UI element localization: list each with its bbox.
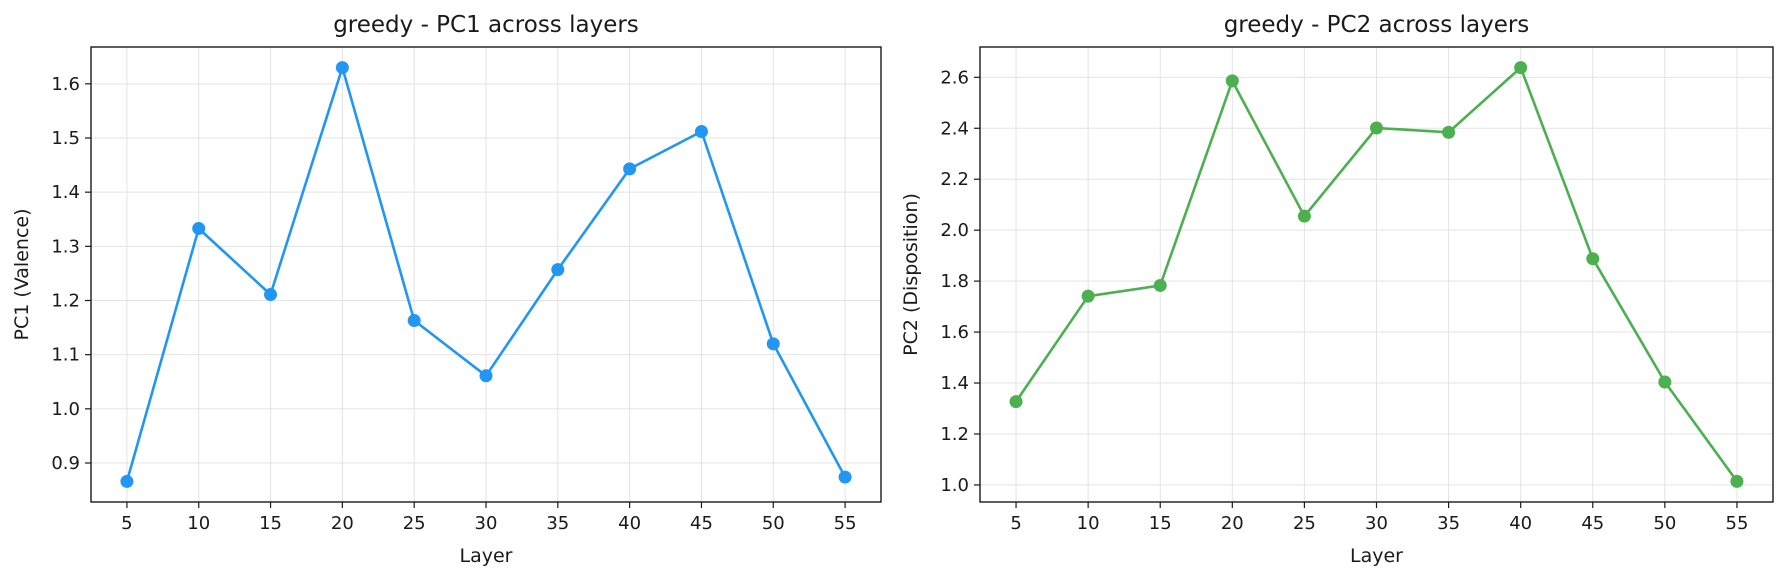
- pc2-x-tick-label: 50: [1653, 513, 1676, 534]
- pc2-y-tick-label: 1.0: [940, 475, 969, 496]
- pc1-data-point: [120, 474, 134, 488]
- pc1-y-tick-label: 1.0: [51, 399, 80, 420]
- pc1-data-point: [766, 337, 780, 351]
- pc2-y-axis-label: PC2 (Disposition): [900, 193, 922, 356]
- pc1-x-tick-label: 45: [690, 513, 713, 534]
- pc1-data-point: [551, 263, 565, 277]
- pc2-data-point: [1225, 74, 1239, 88]
- pc1-y-axis-label: PC1 (Valence): [11, 209, 33, 341]
- pc1-x-tick-label: 20: [331, 513, 354, 534]
- pc1-y-tick-label: 1.3: [51, 236, 80, 257]
- pc2-y-tick-label: 2.4: [940, 118, 969, 139]
- pc2-data-point: [1658, 375, 1672, 389]
- pc2-x-tick-label: 10: [1077, 513, 1100, 534]
- pc2-chart-panel: 5 10 15 20 25 30 35 40 45 50 55 1.0 1.2 1.4 1.6 1.8 2.0 2…: [900, 12, 1774, 567]
- pc1-x-tick-label: 55: [834, 513, 857, 534]
- pc2-data-point: [1730, 474, 1744, 488]
- pc1-x-tick-label: 40: [618, 513, 641, 534]
- pc1-y-tick-label: 1.4: [51, 182, 80, 203]
- pc2-y-tick-label: 2.0: [940, 220, 969, 241]
- pc1-data-point: [407, 314, 421, 328]
- pc1-chart-title: greedy - PC1 across layers: [333, 12, 639, 38]
- pc1-data-point: [623, 162, 637, 176]
- pc2-x-tick-label: 40: [1509, 513, 1532, 534]
- pc2-y-tick-label: 1.4: [940, 373, 969, 394]
- pc1-x-tick-label: 5: [121, 513, 132, 534]
- pc2-data-point: [1297, 209, 1311, 223]
- pc1-y-tick-label: 1.5: [51, 128, 80, 149]
- pc1-y-tick-label: 1.6: [51, 74, 80, 95]
- pc2-x-tick-label: 45: [1581, 513, 1604, 534]
- pc1-data-point: [694, 125, 708, 138]
- pc2-data-point: [1153, 278, 1167, 292]
- pc2-y-tick-label: 2.6: [940, 67, 969, 88]
- pc2-x-axis-label: Layer: [1350, 545, 1403, 567]
- pc2-x-tick-label: 20: [1221, 513, 1244, 534]
- pc1-x-tick-label: 35: [546, 513, 569, 534]
- pc1-data-point: [264, 288, 278, 302]
- pc2-y-tick-label: 2.2: [940, 169, 969, 190]
- pc1-y-tick-label: 1.2: [51, 291, 80, 312]
- pc2-data-point: [1009, 395, 1023, 409]
- pc2-x-tick-label: 55: [1726, 513, 1749, 534]
- pc2-x-tick-label: 15: [1149, 513, 1172, 534]
- pc1-y-tick-label: 0.9: [51, 453, 80, 474]
- pc2-chart-title: greedy - PC2 across layers: [1224, 12, 1530, 38]
- pc2-data-point: [1442, 125, 1456, 139]
- pc2-y-tick-label: 1.8: [940, 271, 969, 292]
- pc1-data-point: [335, 61, 349, 75]
- pc2-x-tick-label: 25: [1293, 513, 1316, 534]
- pc2-x-tick-label: 35: [1437, 513, 1460, 534]
- pc1-data-point: [479, 369, 493, 383]
- pc2-x-tick-label: 30: [1365, 513, 1388, 534]
- pc1-data-point: [192, 221, 206, 235]
- pc1-chart-panel: 5 10 15 20 25 30 35 40 45 50 55 0.9 1.0 1.1 1.2 1.3 1.4 1…: [11, 12, 882, 567]
- pc2-data-point: [1081, 289, 1095, 303]
- pc1-x-tick-label: 30: [475, 513, 498, 534]
- pc1-data-point: [838, 470, 852, 484]
- pc1-x-axis-label: Layer: [460, 545, 513, 567]
- pc2-data-point: [1586, 252, 1600, 266]
- pc1-y-tick-label: 1.1: [51, 345, 80, 366]
- pc1-x-tick-label: 15: [259, 513, 282, 534]
- pc2-data-point: [1514, 61, 1528, 75]
- pc2-x-tick-label: 5: [1010, 513, 1021, 534]
- pc2-data-point: [1370, 121, 1383, 135]
- pc1-x-tick-label: 50: [762, 513, 785, 534]
- pc2-y-tick-label: 1.6: [940, 322, 969, 343]
- pc1-x-tick-label: 10: [187, 513, 210, 534]
- pc1-x-tick-label: 25: [403, 513, 426, 534]
- pc2-y-tick-label: 1.2: [940, 424, 969, 445]
